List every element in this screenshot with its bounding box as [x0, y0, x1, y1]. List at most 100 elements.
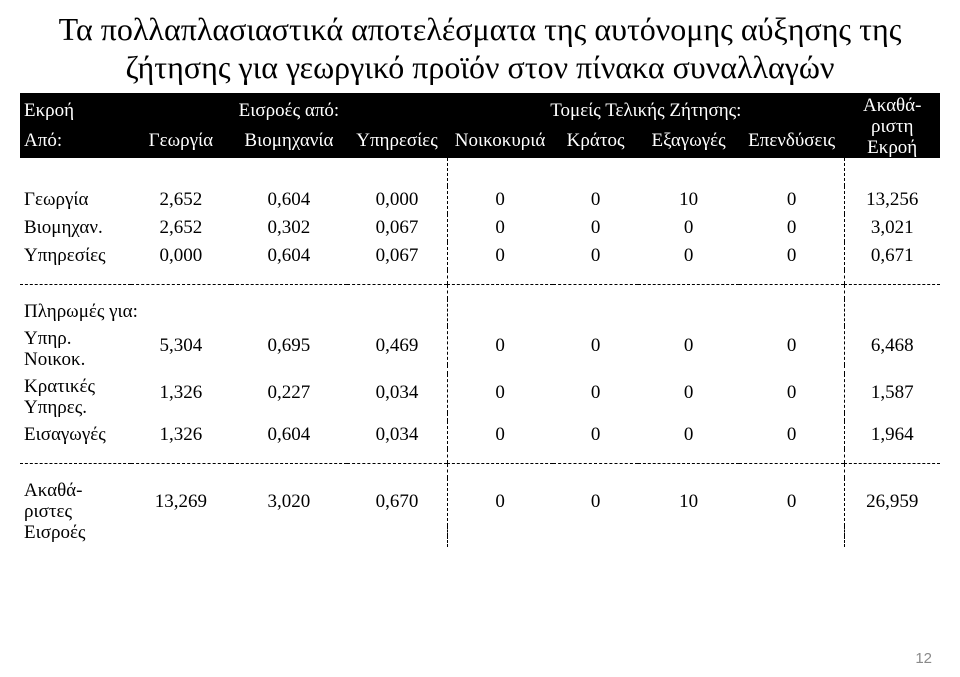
hdr-col-house: Νοικοκυριά [447, 126, 553, 159]
page: Τα πολλαπλασιαστικά αποτελέσματα της αυτ… [0, 0, 960, 677]
cell: 1,326 [131, 374, 232, 413]
hdr-outflow: Εκροή [20, 93, 131, 126]
cell: 0 [553, 326, 638, 365]
cell: 0,671 [844, 242, 940, 270]
row-label-gov-serv: Κρατικές Υπηρες. [20, 374, 131, 422]
cell: 0,227 [231, 374, 347, 413]
cell: 13,256 [844, 186, 940, 214]
gross-in-l2: ριστες [24, 501, 72, 522]
cell: 13,269 [131, 478, 232, 526]
cell: 0 [638, 214, 739, 242]
cell: 0,604 [231, 421, 347, 449]
cell: 0 [553, 421, 638, 449]
table-row: Γεωργία 2,652 0,604 0,000 0 0 10 0 13,25… [20, 186, 940, 214]
table-header: Εκροή Εισροές από: Τομείς Τελικής Ζήτηση… [20, 93, 940, 159]
hdr-col-agri: Γεωργία [131, 126, 232, 159]
cell: 2,652 [131, 186, 232, 214]
cell: 0 [638, 374, 739, 413]
cell: 26,959 [844, 478, 940, 526]
row-label-imports: Εισαγωγές [20, 421, 131, 449]
cell: 0,670 [347, 478, 448, 526]
cell: 0 [447, 186, 553, 214]
hdr-gross-output: Ακαθά- ριστη Εκροή [844, 93, 940, 159]
cell: 0,000 [347, 186, 448, 214]
cell: 0,469 [347, 326, 448, 365]
row-label-gross-inputs: Ακαθά- ριστες Εισροές [20, 478, 131, 547]
gross-in-l1: Ακαθά- [24, 480, 82, 501]
cell: 0,067 [347, 214, 448, 242]
hdr-col-invest: Επενδύσεις [739, 126, 845, 159]
row-label-manu: Βιομηχαν. [20, 214, 131, 242]
cell: 0,695 [231, 326, 347, 365]
hdr-gross-out-2: ριστη [871, 116, 913, 137]
table-row: Κρατικές Υπηρες. 1,326 0,227 0,034 0 0 0… [20, 374, 940, 413]
cell: 2,652 [131, 214, 232, 242]
title-line-2: ζήτησης για γεωργικό προϊόν στον πίνακα … [126, 49, 835, 85]
table-row: Υπηρεσίες 0,000 0,604 0,067 0 0 0 0 0,67… [20, 242, 940, 270]
table-row: Υπηρ. Νοικοκ. 5,304 0,695 0,469 0 0 0 0 … [20, 326, 940, 365]
row-label-hs-2: Νοικοκ. [24, 349, 85, 370]
cell: 1,964 [844, 421, 940, 449]
row-label-gov-2: Υπηρες. [24, 397, 87, 418]
cell: 10 [638, 478, 739, 526]
hdr-col-manu: Βιομηχανία [231, 126, 347, 159]
cell: 0 [739, 421, 845, 449]
cell: 1,587 [844, 374, 940, 413]
hdr-final-demand: Τομείς Τελικής Ζήτησης: [447, 93, 844, 126]
cell: 0 [447, 478, 553, 526]
cell: 0 [739, 478, 845, 526]
row-label-house-serv: Υπηρ. Νοικοκ. [20, 326, 131, 374]
cell: 0 [553, 242, 638, 270]
cell: 0,034 [347, 421, 448, 449]
row-label-gov-1: Κρατικές [24, 376, 95, 397]
cell: 3,021 [844, 214, 940, 242]
cell: 0 [739, 242, 845, 270]
cell: 0 [553, 214, 638, 242]
cell: 0 [739, 374, 845, 413]
hdr-gross-out-1: Ακαθά- [863, 95, 921, 116]
row-label-serv: Υπηρεσίες [20, 242, 131, 270]
cell: 0 [638, 326, 739, 365]
cell: 3,020 [231, 478, 347, 526]
cell: 0 [739, 186, 845, 214]
hdr-col-exports: Εξαγωγές [638, 126, 739, 159]
page-title: Τα πολλαπλασιαστικά αποτελέσματα της αυτ… [20, 10, 940, 87]
cell: 0 [447, 421, 553, 449]
payments-heading: Πληρωμές για: [20, 299, 231, 326]
row-label-hs-1: Υπηρ. [24, 328, 71, 349]
cell: 0 [553, 374, 638, 413]
table-row: Ακαθά- ριστες Εισροές 13,269 3,020 0,670… [20, 478, 940, 526]
hdr-col-state: Κράτος [553, 126, 638, 159]
cell: 0 [447, 214, 553, 242]
cell: 1,326 [131, 421, 232, 449]
table-row: Βιομηχαν. 2,652 0,302 0,067 0 0 0 0 3,02… [20, 214, 940, 242]
table-row: Εισαγωγές 1,326 0,604 0,034 0 0 0 0 1,96… [20, 421, 940, 449]
hdr-from: Από: [20, 126, 131, 159]
cell: 6,468 [844, 326, 940, 365]
cell: 0 [739, 214, 845, 242]
row-label-agri: Γεωργία [20, 186, 131, 214]
cell: 0,034 [347, 374, 448, 413]
hdr-col-serv: Υπηρεσίες [347, 126, 448, 159]
cell: 5,304 [131, 326, 232, 365]
cell: 0 [447, 242, 553, 270]
cell: 0 [447, 326, 553, 365]
cell: 0 [739, 326, 845, 365]
hdr-gross-out-3: Εκροή [867, 137, 917, 158]
cell: 0,302 [231, 214, 347, 242]
cell: 0,604 [231, 242, 347, 270]
cell: 0,067 [347, 242, 448, 270]
transactions-table: Εκροή Εισροές από: Τομείς Τελικής Ζήτηση… [20, 93, 940, 547]
gross-in-l3: Εισροές [24, 522, 85, 543]
cell: 0 [553, 186, 638, 214]
cell: 0,604 [231, 186, 347, 214]
cell: 0 [638, 421, 739, 449]
cell: 0,000 [131, 242, 232, 270]
hdr-inputs-from: Εισροές από: [131, 93, 448, 126]
cell: 0 [638, 242, 739, 270]
table-row: Πληρωμές για: [20, 299, 940, 326]
page-number: 12 [915, 650, 932, 667]
cell: 0 [447, 374, 553, 413]
cell: 10 [638, 186, 739, 214]
title-line-1: Τα πολλαπλασιαστικά αποτελέσματα της αυτ… [59, 11, 902, 47]
